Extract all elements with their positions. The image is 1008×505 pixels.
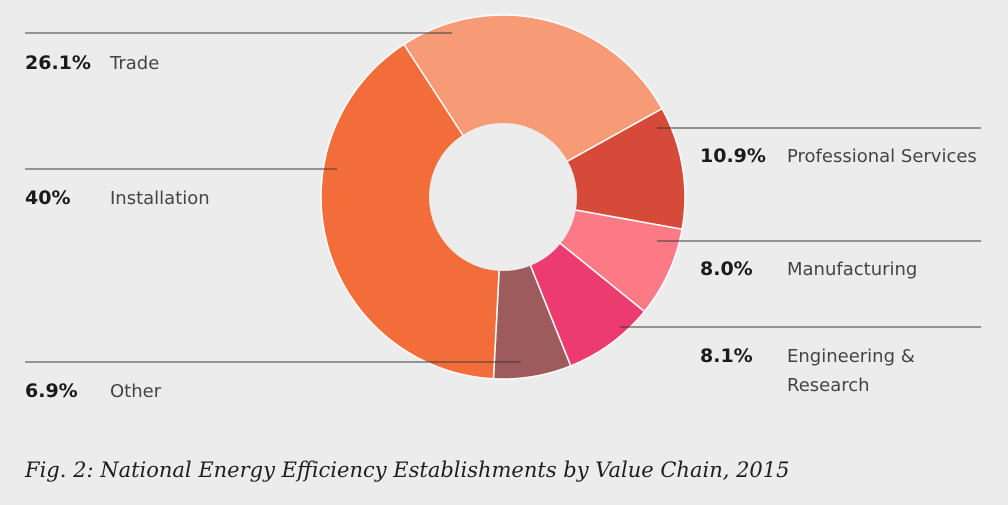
leader-lines: [25, 32, 981, 363]
slice-labels: 26.1% Trade 10.9% Professional Services 8.0%…: [25, 52, 977, 402]
slice-installation: [320, 43, 504, 380]
slice-value-engineering-research: 8.1%: [700, 345, 753, 367]
slice-value-trade: 26.1%: [25, 52, 91, 74]
slice-value-other: 6.9%: [25, 380, 78, 402]
slice-label-professional-services: Professional Services: [787, 146, 977, 167]
slice-label-manufacturing: Manufacturing: [787, 259, 917, 280]
slice-trade: [402, 14, 664, 198]
slice-value-installation: 40%: [25, 187, 70, 209]
chart-caption: Fig. 2: National Energy Efficiency Estab…: [25, 458, 790, 482]
slice-label-trade: Trade: [109, 53, 159, 74]
donut-slices: [320, 14, 686, 380]
donut-hole: [429, 123, 577, 271]
slice-value-professional-services: 10.9%: [700, 145, 766, 167]
slice-label-installation: Installation: [110, 188, 210, 209]
slice-label-other: Other: [110, 381, 162, 402]
slice-label-engineering-research: Engineering & Research: [787, 346, 915, 396]
slice-value-manufacturing: 8.0%: [700, 258, 753, 280]
